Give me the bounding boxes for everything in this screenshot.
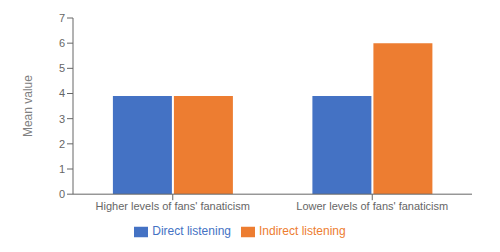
svg-text:6: 6 — [59, 37, 65, 49]
svg-text:Lower levels of fans' fanatici: Lower levels of fans' fanaticism — [296, 200, 448, 212]
svg-text:7: 7 — [59, 12, 65, 24]
svg-text:4: 4 — [59, 87, 65, 99]
svg-text:0: 0 — [59, 188, 65, 200]
svg-text:3: 3 — [59, 113, 65, 125]
svg-text:2: 2 — [59, 138, 65, 150]
html-text:Indirect listening: Indirect listening — [259, 224, 346, 239]
html-text:Direct listening: Direct listening — [152, 224, 231, 239]
svg-text:Mean value: Mean value — [21, 75, 35, 137]
svg-text:1: 1 — [59, 163, 65, 175]
svg-text:Higher levels of fans' fanatic: Higher levels of fans' fanaticism — [96, 200, 250, 212]
svg-text:5: 5 — [59, 62, 65, 74]
